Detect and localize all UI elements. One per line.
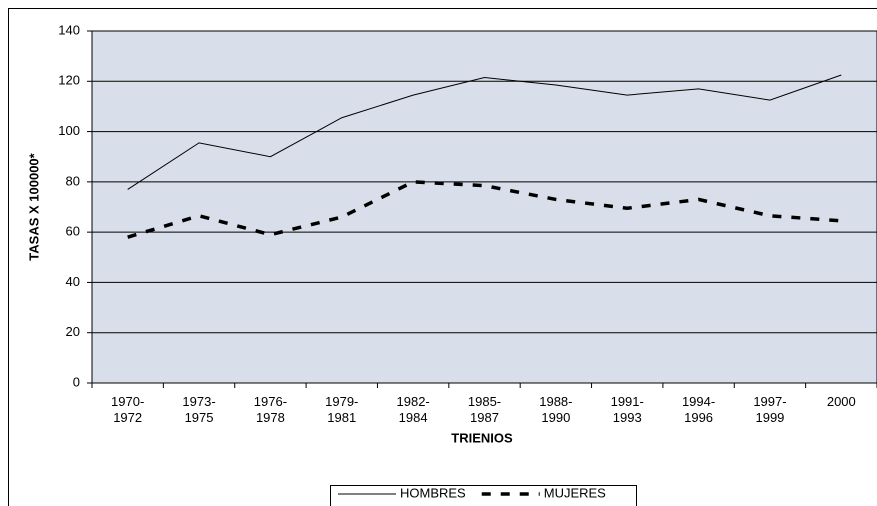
x-tick-label: 1994- 1996 (681, 394, 716, 425)
y-tick-label: 140 (58, 22, 80, 37)
y-tick-label: 80 (66, 173, 80, 188)
y-axis-title: TASAS X 100000* (26, 152, 41, 260)
x-tick-label: 1973- 1975 (182, 394, 216, 425)
x-tick-label: 1970- 1972 (111, 394, 145, 425)
chart-frame (8, 8, 877, 506)
x-axis-title: TRIENIOS (451, 430, 513, 445)
y-tick-label: 0 (73, 374, 80, 389)
y-tick-label: 40 (66, 274, 80, 289)
series-line (127, 74, 842, 190)
x-tick-label: 1979- 1981 (325, 394, 359, 425)
x-tick-label: 1985- 1987 (467, 394, 502, 425)
x-tick-label: 1976- 1978 (253, 394, 288, 425)
x-tick-label: 1988- 1990 (539, 394, 573, 425)
x-tick-label: 1997- 1999 (753, 394, 787, 425)
y-tick-label: 60 (66, 224, 80, 239)
x-tick-label: 1991- 1993 (610, 394, 644, 425)
series-line (127, 180, 842, 239)
y-tick-label: 20 (66, 324, 80, 339)
plot-area (91, 30, 877, 384)
legend-label: HOMBRES (400, 485, 466, 500)
y-tick-label: 120 (58, 73, 80, 88)
x-tick-label: 1982- 1984 (396, 394, 430, 425)
legend-label: MUJERES (544, 485, 606, 500)
x-tick-label: 2000 (826, 394, 856, 409)
y-tick-label: 100 (58, 123, 80, 138)
